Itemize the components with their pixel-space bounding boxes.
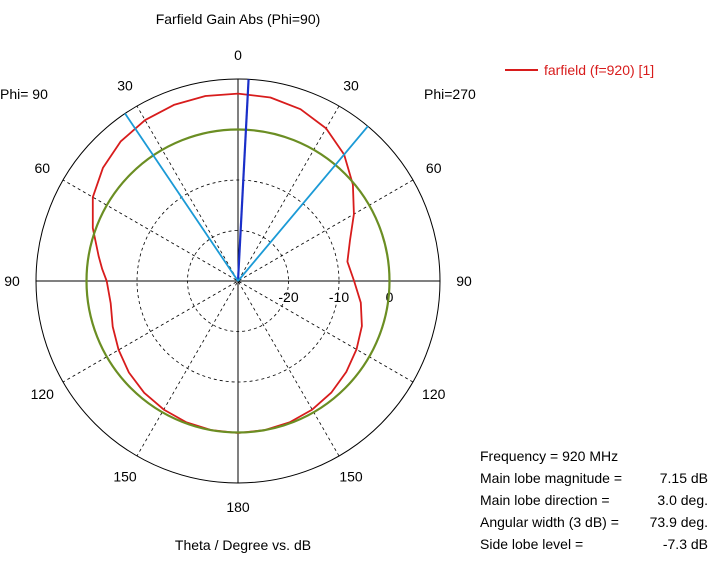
angle-tick-label: 30 xyxy=(117,77,133,93)
angle-tick-label: 0 xyxy=(234,47,242,63)
angle-tick-label: 30 xyxy=(343,77,359,93)
angle-tick-label: 120 xyxy=(31,386,55,402)
reference-circle-series xyxy=(85,128,391,434)
angle-tick-label: 60 xyxy=(34,160,50,176)
angle-tick-label: 60 xyxy=(426,160,442,176)
angle-tick-label: 90 xyxy=(456,273,472,289)
grid-spoke xyxy=(136,105,340,457)
series-curves xyxy=(85,92,391,434)
info-sidelobe-value: -7.3 dB xyxy=(662,536,708,552)
x-axis-label: Theta / Degree vs. dB xyxy=(175,537,311,553)
legend-label: farfield (f=920) [1] xyxy=(544,62,654,78)
info-width-label: Angular width (3 dB) = xyxy=(480,514,619,530)
beam-lines xyxy=(124,79,369,282)
info-direction-label: Main lobe direction = xyxy=(480,492,610,508)
angle-tick-label: 90 xyxy=(4,273,20,289)
angle-tick-label: 120 xyxy=(422,386,446,402)
grid-spoke xyxy=(62,179,414,383)
info-magnitude-label: Main lobe magnitude = xyxy=(480,470,623,486)
angle-tick-label: 150 xyxy=(113,469,137,485)
info-direction-value: 3.0 deg. xyxy=(657,492,708,508)
polar-grid xyxy=(35,78,441,484)
info-magnitude-value: 7.15 dB xyxy=(659,470,708,486)
beamwidth-edge-line xyxy=(237,125,369,282)
chart-title: Farfield Gain Abs (Phi=90) xyxy=(156,11,321,27)
angle-tick-labels: 0 30 60 90 120 150 180 150 120 90 60 30 xyxy=(4,47,472,515)
grid-spoke xyxy=(136,105,340,457)
angle-tick-label: 150 xyxy=(339,469,363,485)
info-sidelobe-label: Side lobe level = xyxy=(480,536,584,552)
radial-tick-label: -20 xyxy=(278,289,298,305)
radial-tick-labels: -20 -10 0 xyxy=(278,289,393,305)
beamwidth-edge-line xyxy=(124,113,239,282)
phi-right-label: Phi=270 xyxy=(424,86,476,102)
info-width-value: 73.9 deg. xyxy=(649,514,708,530)
phi-left-label: Phi= 90 xyxy=(0,86,48,102)
legend: farfield (f=920) [1] xyxy=(505,62,654,78)
radial-tick-label: -10 xyxy=(329,289,349,305)
info-frequency-label: Frequency = 920 MHz xyxy=(480,448,619,464)
main-lobe-direction-line xyxy=(236,79,250,282)
angle-tick-label: 180 xyxy=(226,499,250,515)
